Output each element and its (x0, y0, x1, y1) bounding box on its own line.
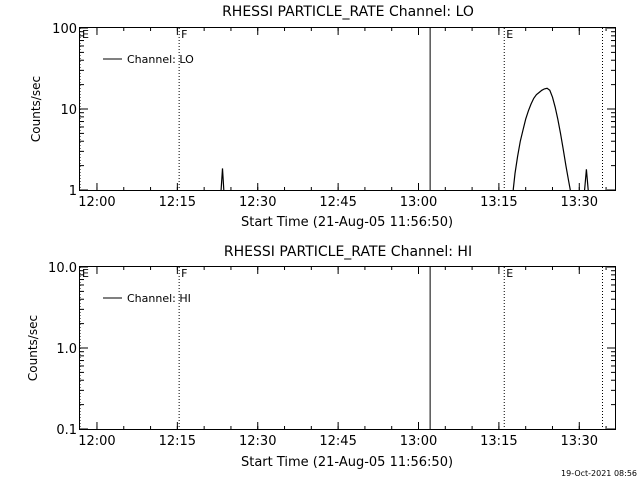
x-axis-label: Start Time (21-Aug-05 11:56:50) (241, 455, 453, 470)
chart-title: RHESSI PARTICLE_RATE Channel: HI (224, 244, 472, 260)
legend-label: Channel: LO (127, 53, 194, 66)
x-tick-label: 12:15 (159, 195, 196, 210)
chart-panel-lo: RHESSI PARTICLE_RATE Channel: LO 12:00 12… (29, 4, 616, 230)
event-marker-label: E (506, 267, 513, 280)
chart-title: RHESSI PARTICLE_RATE Channel: LO (222, 4, 474, 20)
event-marker-label: E (82, 267, 89, 280)
x-tick-label: 12:30 (239, 434, 276, 449)
y-axis-label: Counts/sec (26, 315, 40, 381)
series-line (584, 169, 589, 191)
tick-group: 12:00 12:15 12:30 12:45 13:00 13:15 13:30 0.1 1.… (48, 261, 615, 449)
event-marker-label: E (506, 28, 513, 41)
y-tick-label: 10 (60, 103, 77, 118)
event-marker-label: E (82, 28, 89, 41)
x-tick-label: 13:30 (561, 434, 598, 449)
legend-label: Channel: HI (127, 292, 191, 305)
y-axis-label: Counts/sec (29, 76, 43, 142)
x-tick-label: 12:00 (78, 195, 115, 210)
x-tick-label: 12:15 (159, 434, 196, 449)
x-tick-label: 13:15 (480, 195, 517, 210)
chart-panel-hi: RHESSI PARTICLE_RATE Channel: HI 12:00 12… (26, 244, 616, 470)
footer-timestamp: 19-Oct-2021 08:56 (561, 469, 637, 478)
series-group (220, 87, 589, 191)
y-tick-label: 1 (69, 184, 77, 199)
x-tick-label: 12:00 (78, 434, 115, 449)
x-tick-label: 12:45 (319, 195, 356, 210)
y-tick-label: 1.0 (56, 342, 77, 357)
y-tick-label: 10.0 (48, 261, 77, 276)
x-axis-label: Start Time (21-Aug-05 11:56:50) (241, 215, 453, 230)
x-tick-label: 12:45 (319, 434, 356, 449)
x-tick-label: 12:30 (239, 195, 276, 210)
x-tick-label: 13:15 (480, 434, 517, 449)
tick-group: 12:00 12:15 12:30 12:45 13:00 13:15 13:30 1 10 10… (52, 22, 615, 210)
x-tick-label: 13:00 (400, 195, 437, 210)
event-marker-label: F (181, 267, 187, 280)
event-marker-label: F (181, 28, 187, 41)
y-tick-label: 100 (52, 22, 77, 37)
series-line (220, 168, 225, 191)
series-line (512, 87, 571, 191)
x-tick-label: 13:00 (400, 434, 437, 449)
y-tick-label: 0.1 (56, 423, 77, 438)
x-tick-label: 13:30 (561, 195, 598, 210)
